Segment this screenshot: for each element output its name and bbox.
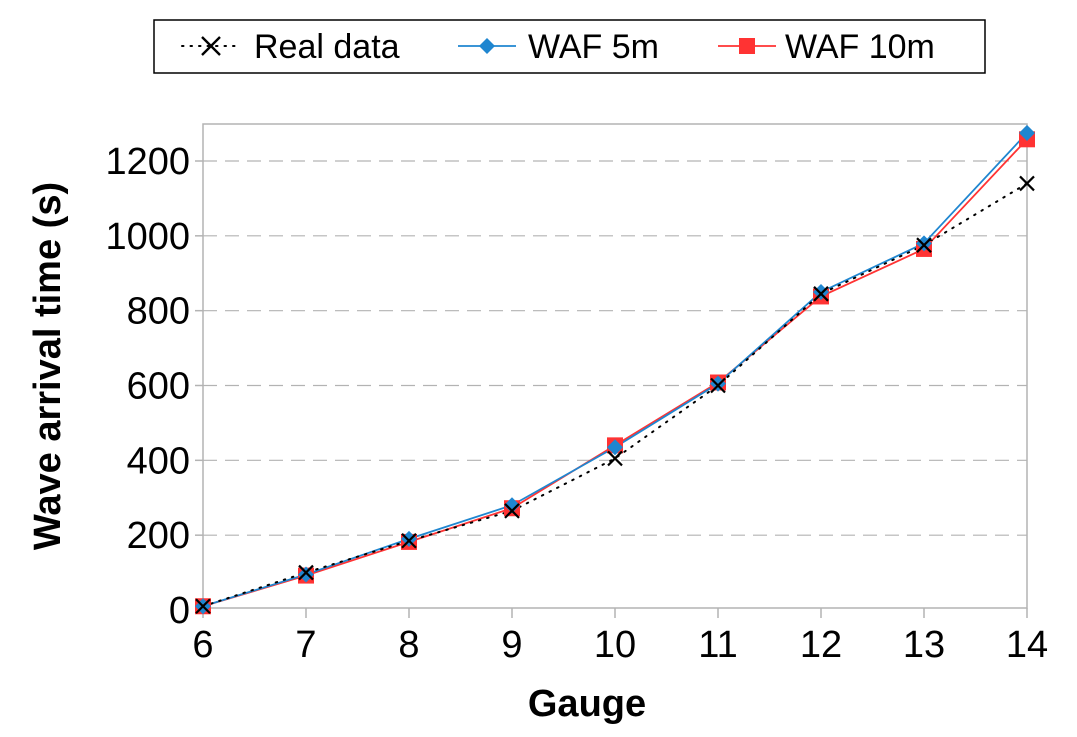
legend: Real data WAF 5m WAF 10m bbox=[153, 19, 986, 74]
x-tick-label: 11 bbox=[698, 624, 737, 666]
y-tick-label: 1000 bbox=[105, 216, 190, 258]
data-point-real-data bbox=[298, 564, 314, 581]
marker-stroke bbox=[710, 377, 726, 394]
legend-marker-icon bbox=[739, 38, 755, 54]
data-point-waf-5m bbox=[298, 566, 314, 583]
x-tick-label: 6 bbox=[192, 624, 213, 666]
x-tick-label: 7 bbox=[295, 624, 316, 666]
legend-label: WAF 5m bbox=[528, 28, 659, 66]
legend-item: WAF 5m bbox=[458, 28, 659, 66]
legend-box bbox=[153, 19, 986, 74]
data-point-waf-5m bbox=[813, 283, 829, 300]
x-tick-label: 12 bbox=[800, 624, 842, 666]
data-point-waf-5m bbox=[1019, 124, 1035, 141]
marker-stroke bbox=[195, 598, 211, 615]
legend-label: Real data bbox=[254, 28, 400, 66]
x-tick-label: 9 bbox=[501, 624, 522, 666]
legend-item: Real data bbox=[181, 28, 400, 66]
x-tick-label: 10 bbox=[594, 624, 636, 666]
marker-stroke bbox=[504, 503, 520, 519]
marker-stroke bbox=[916, 237, 932, 253]
grid bbox=[203, 160, 1027, 536]
data-point-real-data bbox=[1019, 175, 1035, 192]
data-point-real-data bbox=[504, 503, 520, 519]
legend-label: WAF 10m bbox=[785, 28, 935, 66]
y-tick-label: 0 bbox=[169, 590, 190, 632]
data-point-real-data bbox=[401, 533, 417, 549]
marker-stroke bbox=[813, 286, 829, 302]
y-tick-label: 600 bbox=[127, 366, 190, 408]
x-tick-label: 14 bbox=[1006, 624, 1048, 666]
data-point-real-data bbox=[813, 286, 829, 302]
marker-stroke bbox=[1019, 175, 1035, 192]
y-tick-label: 200 bbox=[127, 515, 190, 557]
x-axis-title: Gauge bbox=[528, 683, 646, 725]
y-tick-label: 400 bbox=[127, 440, 190, 482]
marker-stroke bbox=[401, 533, 417, 549]
data-point-waf-5m bbox=[607, 439, 623, 456]
legend-item: WAF 10m bbox=[718, 28, 935, 66]
data-point-waf-5m bbox=[401, 530, 417, 547]
data-point-waf-5m bbox=[504, 497, 520, 514]
data-point-real-data bbox=[916, 237, 932, 253]
ticks: 0 200 400 600 800 1000 1200 6 7 8 9 10 11 12 13 14 bbox=[105, 141, 1048, 666]
data-point-waf-5m bbox=[710, 375, 726, 392]
data-point-real-data bbox=[607, 450, 623, 467]
data-point-real-data bbox=[195, 598, 211, 615]
y-tick-label: 1200 bbox=[105, 141, 190, 183]
x-tick-label: 8 bbox=[398, 624, 419, 666]
series-markers bbox=[195, 124, 1035, 615]
series-line-real-data bbox=[202, 182, 1028, 608]
legend-marker-icon bbox=[479, 38, 495, 54]
data-point-waf-5m bbox=[916, 235, 932, 252]
marker-stroke bbox=[607, 450, 623, 467]
y-tick-label: 800 bbox=[127, 291, 190, 333]
legend-marker-x-icon bbox=[201, 36, 221, 56]
y-axis-title: Wave arrival time (s) bbox=[27, 182, 69, 550]
x-tick-label: 13 bbox=[903, 624, 945, 666]
data-point-real-data bbox=[710, 377, 726, 394]
series-line-waf-10m bbox=[202, 138, 1028, 608]
marker-stroke bbox=[298, 564, 314, 581]
